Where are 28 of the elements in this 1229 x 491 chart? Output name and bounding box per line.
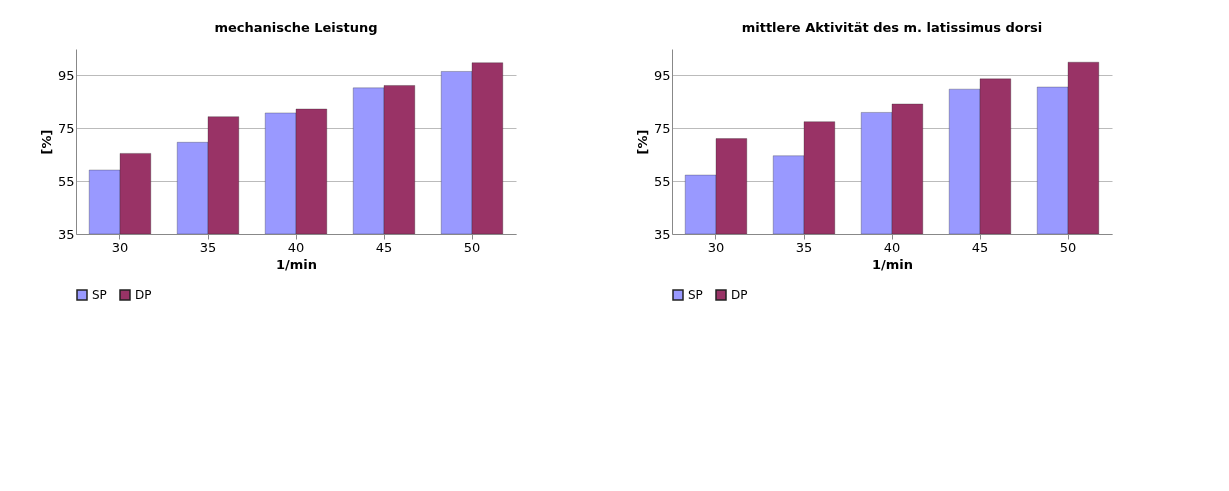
y-tick-label: 75: [653, 120, 671, 136]
x-tick-label: 40: [883, 239, 901, 255]
legend-label: SP: [92, 288, 107, 302]
y-tick-label: 55: [57, 173, 75, 189]
x-tick-label: 45: [375, 239, 393, 255]
x-tick-label: 30: [707, 239, 725, 255]
x-tick-label: 30: [111, 239, 129, 255]
y-tick-label: 55: [653, 173, 671, 189]
x-tick-label: 45: [971, 239, 989, 255]
y-axis-title: [%]: [38, 129, 54, 155]
x-axis-title: 1/min: [275, 256, 318, 272]
y-tick-label: 35: [57, 226, 75, 242]
chart-title: mechanische Leistung: [214, 20, 378, 35]
x-axis-title: 1/min: [871, 256, 914, 272]
y-tick-label: 95: [653, 67, 671, 83]
chart-title: mittlere Aktivität des m. latissimus dorsi: [741, 20, 1043, 35]
legend-label: DP: [731, 288, 748, 302]
y-tick-label: 75: [57, 120, 75, 136]
y-tick-label: 35: [653, 226, 671, 242]
legend-label: DP: [135, 288, 152, 302]
y-axis-title: [%]: [634, 129, 650, 155]
x-tick-label: 35: [199, 239, 217, 255]
legend-label: SP: [688, 288, 703, 302]
x-tick-label: 40: [287, 239, 305, 255]
x-tick-label: 50: [1059, 239, 1077, 255]
x-tick-label: 35: [795, 239, 813, 255]
y-tick-label: 95: [57, 67, 75, 83]
x-tick-label: 50: [463, 239, 481, 255]
